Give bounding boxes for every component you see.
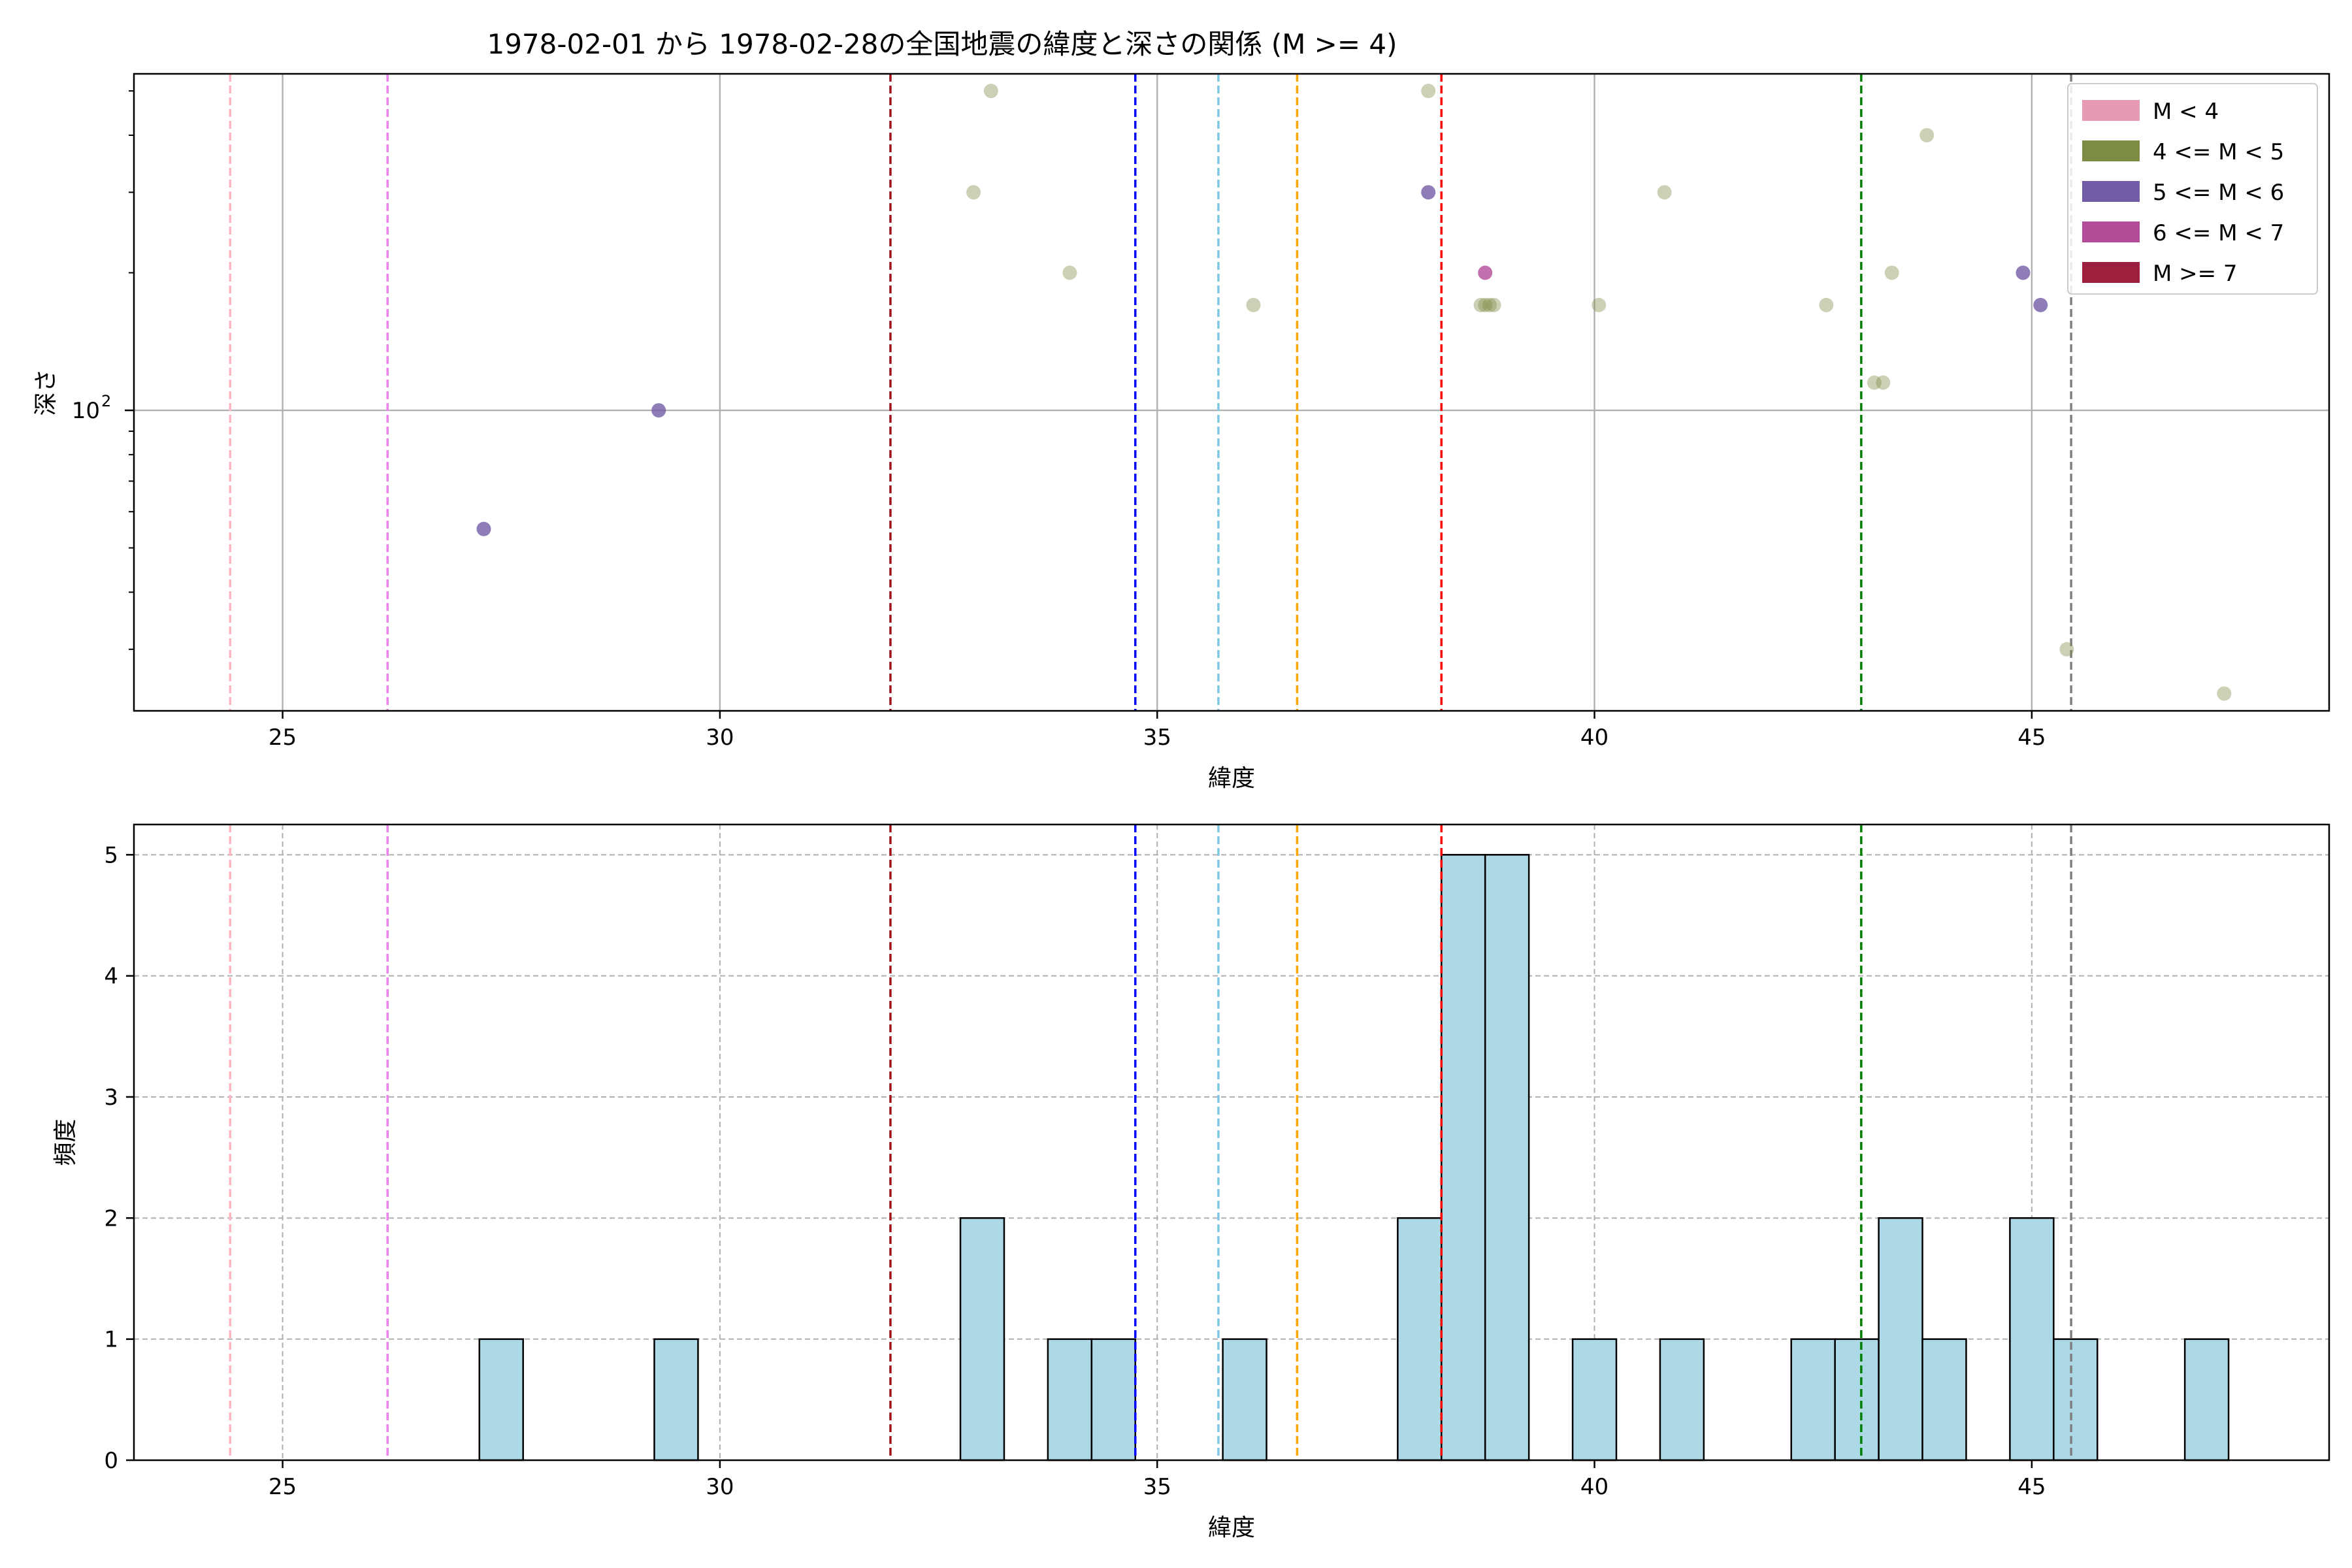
x-tick-label: 35 xyxy=(1143,725,1171,751)
y-tick-label: 5 xyxy=(104,842,118,868)
scatter-point xyxy=(651,403,666,418)
legend-entry-label: 6 <= M < 7 xyxy=(2153,220,2284,246)
y-tick-label: 1 xyxy=(104,1327,118,1353)
x-tick-label: 30 xyxy=(706,725,734,751)
y-tick-exponent: 2 xyxy=(101,392,111,410)
legend-entry-label: M < 4 xyxy=(2153,99,2219,125)
histogram-bar xyxy=(2053,1338,2099,1462)
legend-swatch xyxy=(2082,181,2140,202)
legend: M < 4 4 <= M < 5 5 <= M < 6 6 <= M < 7 M >= … xyxy=(2067,83,2318,295)
x-axis-label: 緯度 xyxy=(1208,765,1255,792)
y-tick-label: 0 xyxy=(104,1448,118,1474)
scatter-panel: 25 30 35 40 45 10 2 緯度 深さ M < 4 4 <= M < 5 5 <= M <… xyxy=(33,73,2330,792)
scatter-point xyxy=(476,521,491,536)
scatter-point xyxy=(1482,297,1497,312)
x-axis-label: 緯度 xyxy=(1208,1514,1255,1541)
x-tick-label: 40 xyxy=(1580,1474,1609,1500)
y-axis-label: 深さ xyxy=(33,368,59,416)
scatter-point xyxy=(1919,127,1935,142)
scatter-point xyxy=(1867,375,1882,390)
histogram-axes-frame xyxy=(133,823,2330,1462)
scatter-point xyxy=(1246,297,1261,312)
scatter-point xyxy=(1819,297,1834,312)
scatter-point xyxy=(1478,297,1493,312)
histogram-bar xyxy=(959,1217,1005,1462)
x-tick-label: 30 xyxy=(706,1474,734,1500)
histogram-bar xyxy=(1790,1338,1836,1462)
y-tick-label: 2 xyxy=(104,1205,118,1232)
scatter-point xyxy=(2033,297,2048,312)
histogram-bar xyxy=(1878,1217,1923,1462)
scatter-point xyxy=(1876,375,1891,390)
histogram-bar xyxy=(1222,1338,1267,1462)
scatter-point xyxy=(1421,84,1436,99)
y-tick-label: 10 xyxy=(72,398,100,424)
histogram-bar xyxy=(1659,1338,1705,1462)
scatter-point xyxy=(1478,265,1493,280)
scatter-point xyxy=(1062,265,1077,280)
scatter-point xyxy=(966,185,981,200)
x-tick-label: 45 xyxy=(2017,725,2046,751)
legend-swatch xyxy=(2082,100,2140,121)
scatter-point xyxy=(1884,265,1899,280)
scatter-point xyxy=(2016,265,2031,280)
scatter-point xyxy=(1473,297,1488,312)
legend-swatch xyxy=(2082,221,2140,242)
histogram-bar xyxy=(1571,1338,1618,1462)
histogram-bar xyxy=(1921,1338,1967,1462)
histogram-bar xyxy=(1441,854,1486,1462)
histogram-bar xyxy=(1834,1338,1880,1462)
histogram-bar xyxy=(1484,854,1530,1462)
x-tick-label: 25 xyxy=(269,725,297,751)
histogram-bar xyxy=(2183,1338,2230,1462)
legend-swatch xyxy=(2082,140,2140,161)
legend-entry-label: M >= 7 xyxy=(2153,261,2238,287)
x-tick-label: 45 xyxy=(2017,1474,2046,1500)
histogram-bar xyxy=(1397,1217,1443,1462)
scatter-axes-frame xyxy=(133,73,2330,712)
legend-entry-label: 5 <= M < 6 xyxy=(2153,180,2284,206)
x-tick-label: 40 xyxy=(1580,725,1609,751)
scatter-point xyxy=(1486,297,1501,312)
figure-title: 1978-02-01 から 1978-02-28の全国地震の緯度と深さの関係 (… xyxy=(487,28,1397,60)
scatter-point xyxy=(2059,642,2074,657)
histogram-bar xyxy=(2009,1217,2055,1462)
histogram-bar xyxy=(1090,1338,1136,1462)
scatter-point xyxy=(1421,185,1436,200)
y-tick-label: 3 xyxy=(104,1085,118,1111)
y-axis-label: 頻度 xyxy=(52,1119,79,1166)
scatter-point xyxy=(2217,686,2232,701)
legend-entry-label: 4 <= M < 5 xyxy=(2153,139,2284,165)
scatter-point xyxy=(1592,297,1607,312)
x-tick-label: 35 xyxy=(1143,1474,1171,1500)
histogram-bar xyxy=(653,1338,699,1462)
scatter-point xyxy=(983,84,998,99)
histogram-bar xyxy=(1047,1338,1093,1462)
y-tick-label: 4 xyxy=(104,964,118,990)
histogram-bar xyxy=(478,1338,524,1462)
legend-swatch xyxy=(2082,262,2140,283)
x-tick-label: 25 xyxy=(269,1474,297,1500)
scatter-point xyxy=(1657,185,1672,200)
